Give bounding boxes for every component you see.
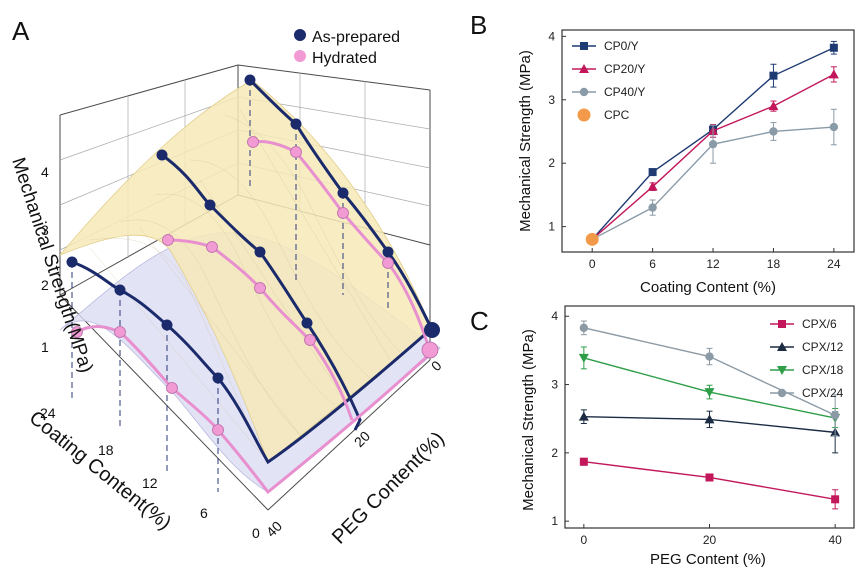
b-y-tick-label: 4 [548,29,555,43]
svg-text:40: 40 [263,518,285,540]
panel-b-y-axis-label: Mechanical Strength (MPa) [517,50,534,232]
panel-c-y-axis-label: Mechanical Strength (MPa) [520,329,537,511]
panel-a-x-ticks: 24 18 12 6 0 [40,405,260,541]
b-point-extra-0 [585,232,599,246]
c-legend-label-1: CPX/12 [802,340,844,354]
c-legend-marker-2 [777,366,787,375]
b-point-0-3 [769,71,778,80]
panel-a-y-axis-label: PEG Content(%) [328,428,449,549]
panel-c-series [578,320,841,510]
b-x-tick-label: 12 [706,257,720,271]
panel-b-label: B [470,10,487,40]
panel-c-x-axis-label: PEG Content (%) [650,551,766,568]
c-point-1-0 [578,411,589,421]
c-point-3-2 [830,411,840,420]
svg-text:20: 20 [351,428,373,450]
legend-a-label-0: As-prepared [312,29,400,46]
b-point-2-4 [829,122,839,132]
panel-b-plot-frame [561,29,855,253]
b-point-0-1 [648,168,657,177]
b-point-2-1 [648,203,657,212]
c-legend-label-0: CPX/6 [802,317,837,331]
b-x-tick-label: 18 [767,257,781,271]
b-point-0-4 [829,43,838,52]
panel-a-3d-surface: A [7,16,449,549]
panel-b-series [585,40,839,246]
legend-a-label-1: Hydrated [312,50,377,67]
panel-a-z-ticks: 1 2 3 4 [41,164,49,355]
c-point-3-1 [705,352,714,361]
b-legend-marker-0 [580,42,588,50]
c-x-tick-label: 0 [581,533,588,547]
c-legend-marker-0 [778,320,786,328]
c-legend-marker-1 [777,342,787,351]
panel-c-line-chart: C 0 20 40 1 2 3 4 CPX/6 CPX/12 CPX/18 CPX/24 PEG … [470,305,855,568]
legend-a-swatch-as-prepared [294,29,306,41]
svg-text:0: 0 [252,525,260,541]
c-point-3-0 [579,323,589,333]
c-x-tick-label: 20 [703,533,717,547]
panel-a-x-axis-label: Coating Content(%) [25,407,175,535]
surface-mesh [89,109,401,463]
b-point-2-2 [708,139,718,149]
b-point-1-1 [647,181,658,191]
b-x-tick-label: 0 [589,257,596,271]
c-point-0-0 [579,457,588,466]
panel-b-x-axis-label: Coating Content (%) [640,279,776,296]
as-prepared-surface [59,79,433,463]
b-y-tick-label: 3 [548,93,555,107]
svg-text:6: 6 [200,505,208,521]
a-z-tick-3: 3 [41,222,49,238]
b-legend-marker-3 [577,108,591,122]
c-y-tick-label: 2 [551,446,558,460]
as-prepared-points [66,74,440,384]
b-x-tick-label: 6 [649,257,656,271]
c-point-1-1 [704,414,715,424]
a-z-tick-2: 2 [41,277,49,293]
b-y-tick-label: 2 [548,156,555,170]
legend-a-swatch-hydrated [294,50,306,62]
b-point-2-3 [769,127,778,136]
c-y-tick-label: 3 [551,378,558,392]
a-z-tick-1: 1 [41,339,49,355]
panel-c-ticks: 0 20 40 1 2 3 4 [551,309,842,547]
b-y-tick-label: 1 [548,220,555,234]
c-y-tick-label: 4 [551,309,558,323]
c-point-0-1 [705,473,714,482]
c-point-2-1 [704,388,715,398]
panel-b-legend: CP0/Y CP20/Y CP40/Y CPC [572,39,645,122]
b-point-1-4 [828,69,839,79]
panel-a-legend: As-prepared Hydrated [294,29,400,67]
panel-a-label: A [12,16,30,46]
panel-c-legend: CPX/6 CPX/12 CPX/18 CPX/24 [770,317,844,400]
b-legend-label-3: CPC [604,108,630,122]
b-legend-label-2: CP40/Y [604,85,645,99]
b-legend-label-0: CP0/Y [604,39,639,53]
c-legend-label-2: CPX/18 [802,363,844,377]
svg-text:24: 24 [40,405,56,421]
a-z-tick-4: 4 [41,164,49,180]
panel-c-label: C [470,306,489,336]
svg-text:12: 12 [142,475,158,491]
c-series-line-3 [583,327,836,416]
b-legend-marker-2 [579,87,589,97]
c-legend-label-3: CPX/24 [802,386,844,400]
b-legend-marker-1 [579,64,589,73]
b-legend-label-1: CP20/Y [604,62,645,76]
b-point-1-3 [768,101,779,111]
hydrated-points [71,136,439,436]
c-point-2-0 [578,353,589,363]
c-x-tick-label: 40 [828,533,842,547]
c-legend-marker-3 [777,388,787,398]
svg-text:18: 18 [98,442,114,458]
c-y-tick-label: 1 [551,514,558,528]
c-point-0-2 [831,495,840,504]
svg-text:0: 0 [428,357,445,374]
b-x-tick-label: 24 [827,257,841,271]
